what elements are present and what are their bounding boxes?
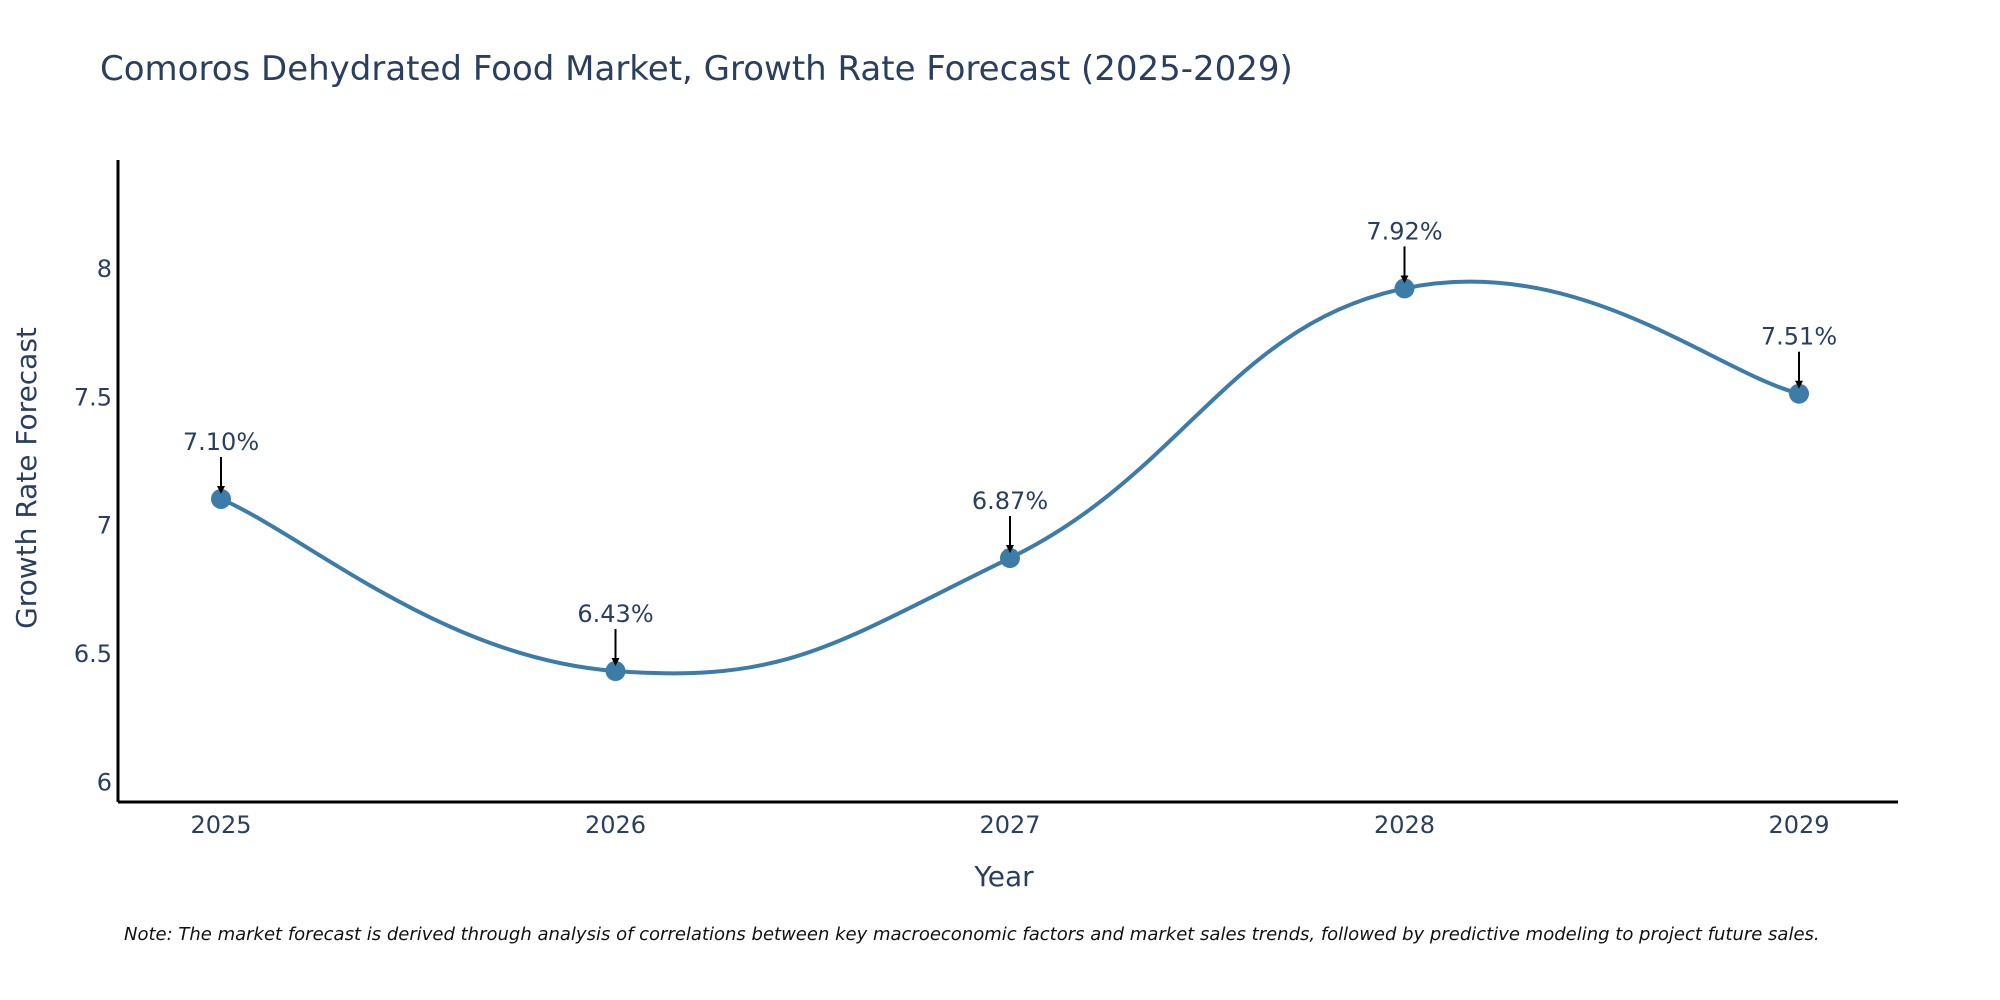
data-label: 6.87% xyxy=(972,487,1048,515)
chart-title: Comoros Dehydrated Food Market, Growth R… xyxy=(100,49,1293,89)
data-point xyxy=(1789,383,1809,404)
data-annotations: 7.10% 6.43% 6.87% 7.92% 7.51% xyxy=(183,217,1837,667)
data-point xyxy=(605,661,626,682)
y-tick-label: 8 xyxy=(97,255,112,283)
data-label: 6.43% xyxy=(577,600,653,628)
y-tick-label: 6 xyxy=(97,768,112,796)
series-line xyxy=(220,279,1800,676)
data-label: 7.92% xyxy=(1366,217,1442,245)
data-markers xyxy=(211,278,1809,682)
y-tick-label: 6.5 xyxy=(74,640,112,668)
x-tick-label: 2027 xyxy=(979,811,1040,839)
y-axis-ticks: 6 6.5 7 7.5 8 xyxy=(74,255,112,797)
chart-note: Note: The market forecast is derived thr… xyxy=(124,924,1820,945)
data-point xyxy=(1000,548,1020,569)
data-point xyxy=(211,488,231,509)
x-axis-title: Year xyxy=(973,860,1034,893)
data-label: 7.51% xyxy=(1761,323,1837,351)
data-label: 7.10% xyxy=(183,428,259,456)
data-point xyxy=(1394,278,1415,299)
y-tick-label: 7.5 xyxy=(74,383,112,411)
x-tick-label: 2025 xyxy=(190,811,251,839)
x-tick-label: 2029 xyxy=(1768,811,1829,839)
x-axis-ticks: 2025 2026 2027 2028 2029 xyxy=(190,811,1829,839)
x-tick-label: 2026 xyxy=(585,811,646,839)
y-tick-label: 7 xyxy=(97,512,112,540)
x-tick-label: 2028 xyxy=(1374,811,1435,839)
y-axis-title: Growth Rate Forecast xyxy=(10,327,43,629)
